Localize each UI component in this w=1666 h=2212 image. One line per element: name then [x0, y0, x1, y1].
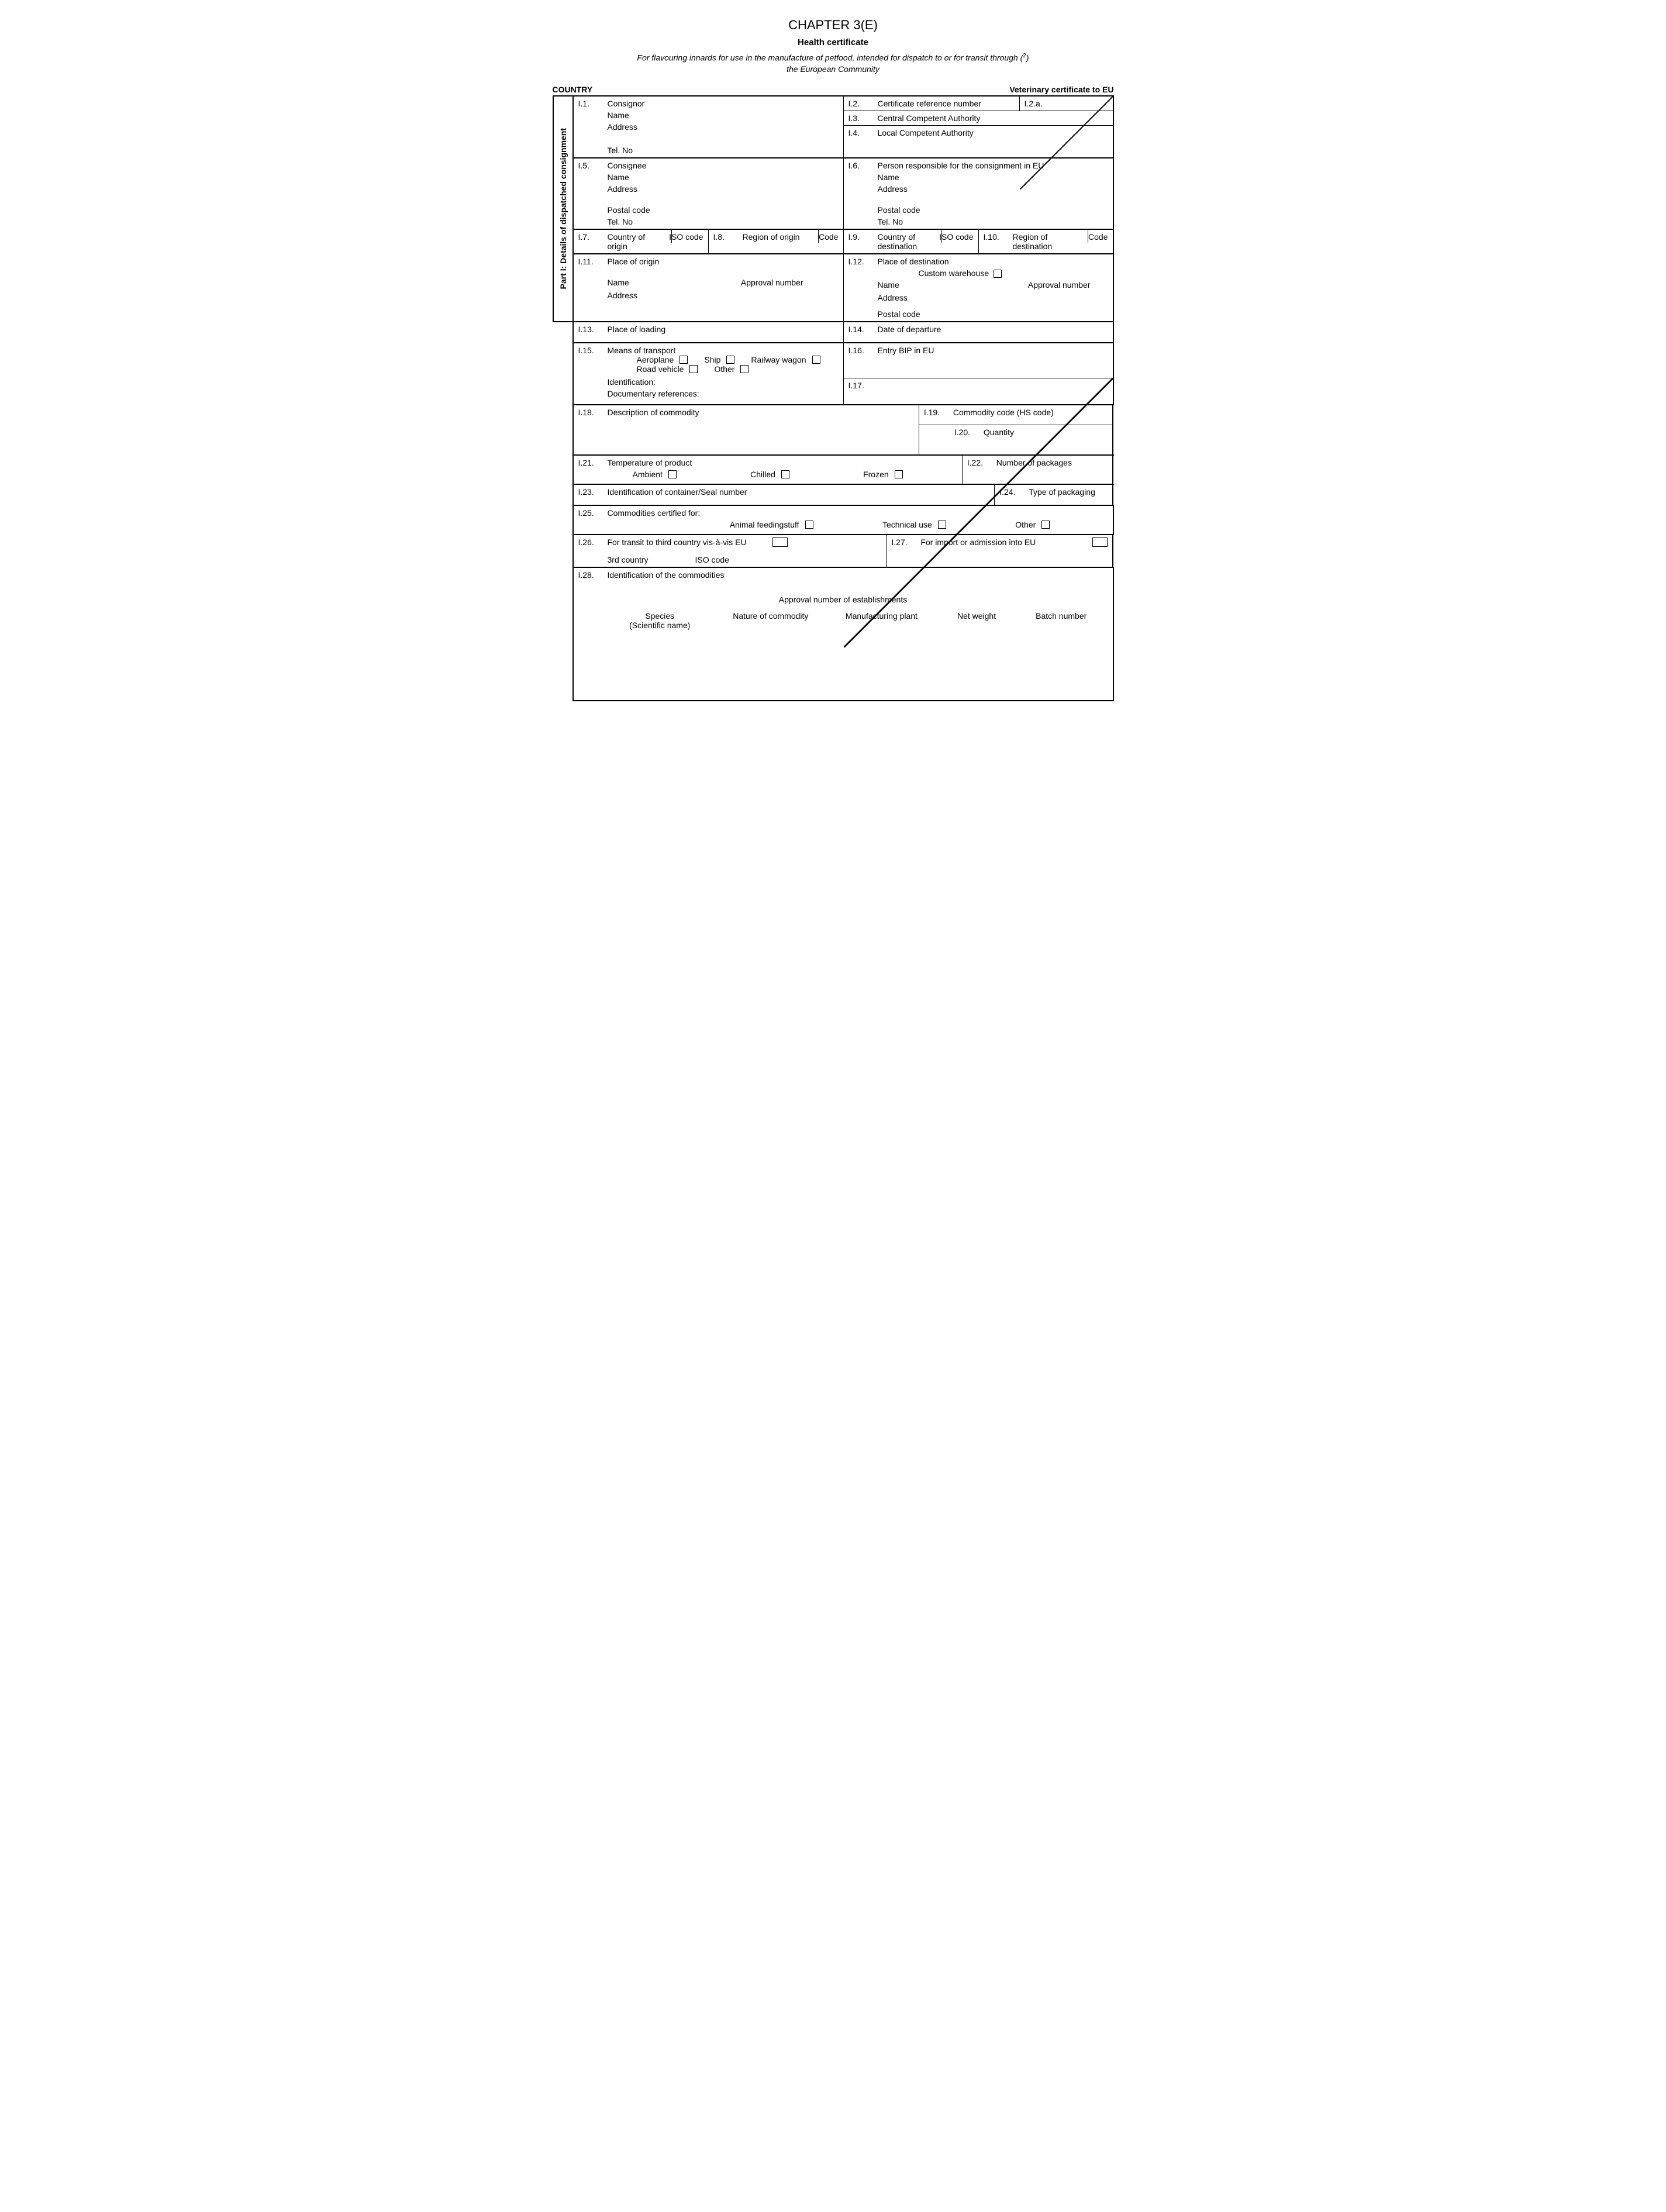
field-i4: I.4.Local Competent Authority — [844, 126, 1113, 140]
field-i1: I.1.Consignor Name Address Tel. No — [574, 97, 844, 157]
field-i15: I.15.Means of transport Aeroplane Ship R… — [574, 343, 844, 404]
subtitle: Health certificate — [553, 37, 1114, 47]
field-i27: I.27.For import or admission into EU — [887, 535, 1113, 567]
checkbox-other-use[interactable] — [1041, 521, 1050, 529]
country-label: COUNTRY — [553, 85, 593, 94]
checkbox-aeroplane[interactable] — [679, 356, 688, 364]
checkbox-transit[interactable] — [772, 538, 788, 547]
checkbox-other-transport[interactable] — [740, 365, 749, 373]
field-i6: I.6.Person responsible for the consignme… — [844, 159, 1114, 229]
checkbox-ship[interactable] — [726, 356, 734, 364]
field-i25: I.25.Commodities certified for: Animal f… — [574, 506, 1114, 534]
field-i23: I.23.Identification of container/Seal nu… — [574, 485, 995, 505]
field-i14: I.14.Date of departure — [844, 322, 1114, 342]
checkbox-chilled[interactable] — [781, 470, 789, 478]
field-i7: I.7.Country of originISO code — [574, 230, 709, 253]
checkbox-technical[interactable] — [938, 521, 946, 529]
vet-cert-label: Veterinary certificate to EU — [1009, 85, 1113, 94]
chapter-title: CHAPTER 3(E) — [553, 18, 1114, 33]
field-i11: I.11.Place of origin Name Approval numbe… — [574, 254, 844, 321]
field-i3: I.3.Central Competent Authority — [844, 111, 1113, 126]
field-i5: I.5.Consignee Name Address Postal code T… — [574, 159, 844, 229]
field-i2: I.2.Certificate reference number — [844, 97, 1019, 111]
field-i17: I.17. — [844, 378, 1113, 404]
field-i26: I.26.For transit to third country vis-à-… — [574, 535, 887, 567]
field-i22: I.22.Number of packages — [963, 456, 1114, 484]
field-i21: I.21.Temperature of product Ambient Chil… — [574, 456, 963, 484]
field-i10: I.10.Region of destinationCode — [979, 230, 1114, 253]
field-i12: I.12.Place of destination Custom warehou… — [844, 254, 1114, 321]
checkbox-railway[interactable] — [812, 356, 820, 364]
field-i9: I.9.Country of destinationISO code — [844, 230, 979, 253]
field-i16: I.16.Entry BIP in EU — [844, 343, 1113, 378]
field-i19: I.19.Commodity code (HS code) — [919, 405, 1113, 425]
checkbox-road[interactable] — [689, 365, 698, 373]
checkbox-feedingstuff[interactable] — [805, 521, 813, 529]
field-i20: I.20.Quantity — [919, 425, 1113, 449]
field-i13: I.13.Place of loading — [574, 322, 844, 342]
part1-sidebar: Part I: Details of dispatched consignmen… — [553, 95, 572, 322]
description: For flavouring innards for use in the ma… — [553, 52, 1114, 75]
field-i8: I.8.Region of originCode — [709, 230, 844, 253]
checkbox-ambient[interactable] — [668, 470, 677, 478]
field-i24: I.24.Type of packaging — [995, 485, 1113, 505]
field-i28: I.28.Identification of the commodities A… — [574, 568, 1114, 700]
checkbox-custom-warehouse[interactable] — [994, 270, 1002, 278]
checkbox-import[interactable] — [1092, 538, 1108, 547]
checkbox-frozen[interactable] — [895, 470, 903, 478]
field-i18: I.18.Description of commodity — [574, 405, 919, 454]
field-i2a: I.2.a. — [1019, 97, 1113, 111]
